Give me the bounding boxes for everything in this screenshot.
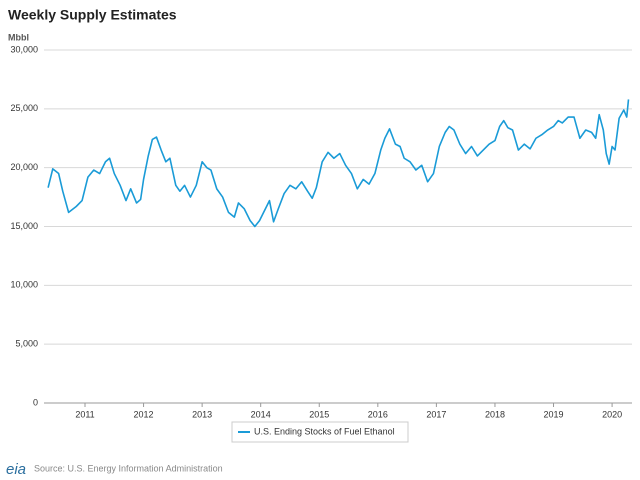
- legend-box: [231, 421, 409, 443]
- x-tick-label: 2011: [75, 409, 94, 419]
- y-tick-label: 30,000: [10, 44, 38, 54]
- y-tick-label: 20,000: [10, 162, 38, 172]
- y-tick-label: 5,000: [15, 339, 38, 349]
- y-axis-label: Mbbl: [8, 32, 29, 42]
- x-tick-label: 2012: [134, 409, 154, 419]
- x-tick-label: 2013: [192, 409, 212, 419]
- y-tick-label: 10,000: [10, 280, 38, 290]
- x-tick-label: 2016: [368, 409, 388, 419]
- y-tick-label: 15,000: [10, 221, 38, 231]
- data-line: [47, 99, 630, 228]
- x-tick-label: 2015: [309, 409, 329, 419]
- y-tick-label: 0: [33, 397, 38, 407]
- logo: eia: [6, 461, 26, 478]
- chart-title: Weekly Supply Estimates: [8, 7, 177, 23]
- source: Source: U.S. Energy Information Administ…: [34, 463, 223, 473]
- legend-label: U.S. Ending Stocks of Fuel Ethanol: [254, 426, 395, 436]
- x-tick-label: 2017: [426, 409, 446, 419]
- x-tick-label: 2020: [602, 409, 622, 419]
- y-tick-label: 25,000: [10, 103, 38, 113]
- x-tick-label: 2018: [485, 409, 505, 419]
- x-tick-label: 2019: [544, 409, 564, 419]
- x-tick-label: 2014: [251, 409, 271, 419]
